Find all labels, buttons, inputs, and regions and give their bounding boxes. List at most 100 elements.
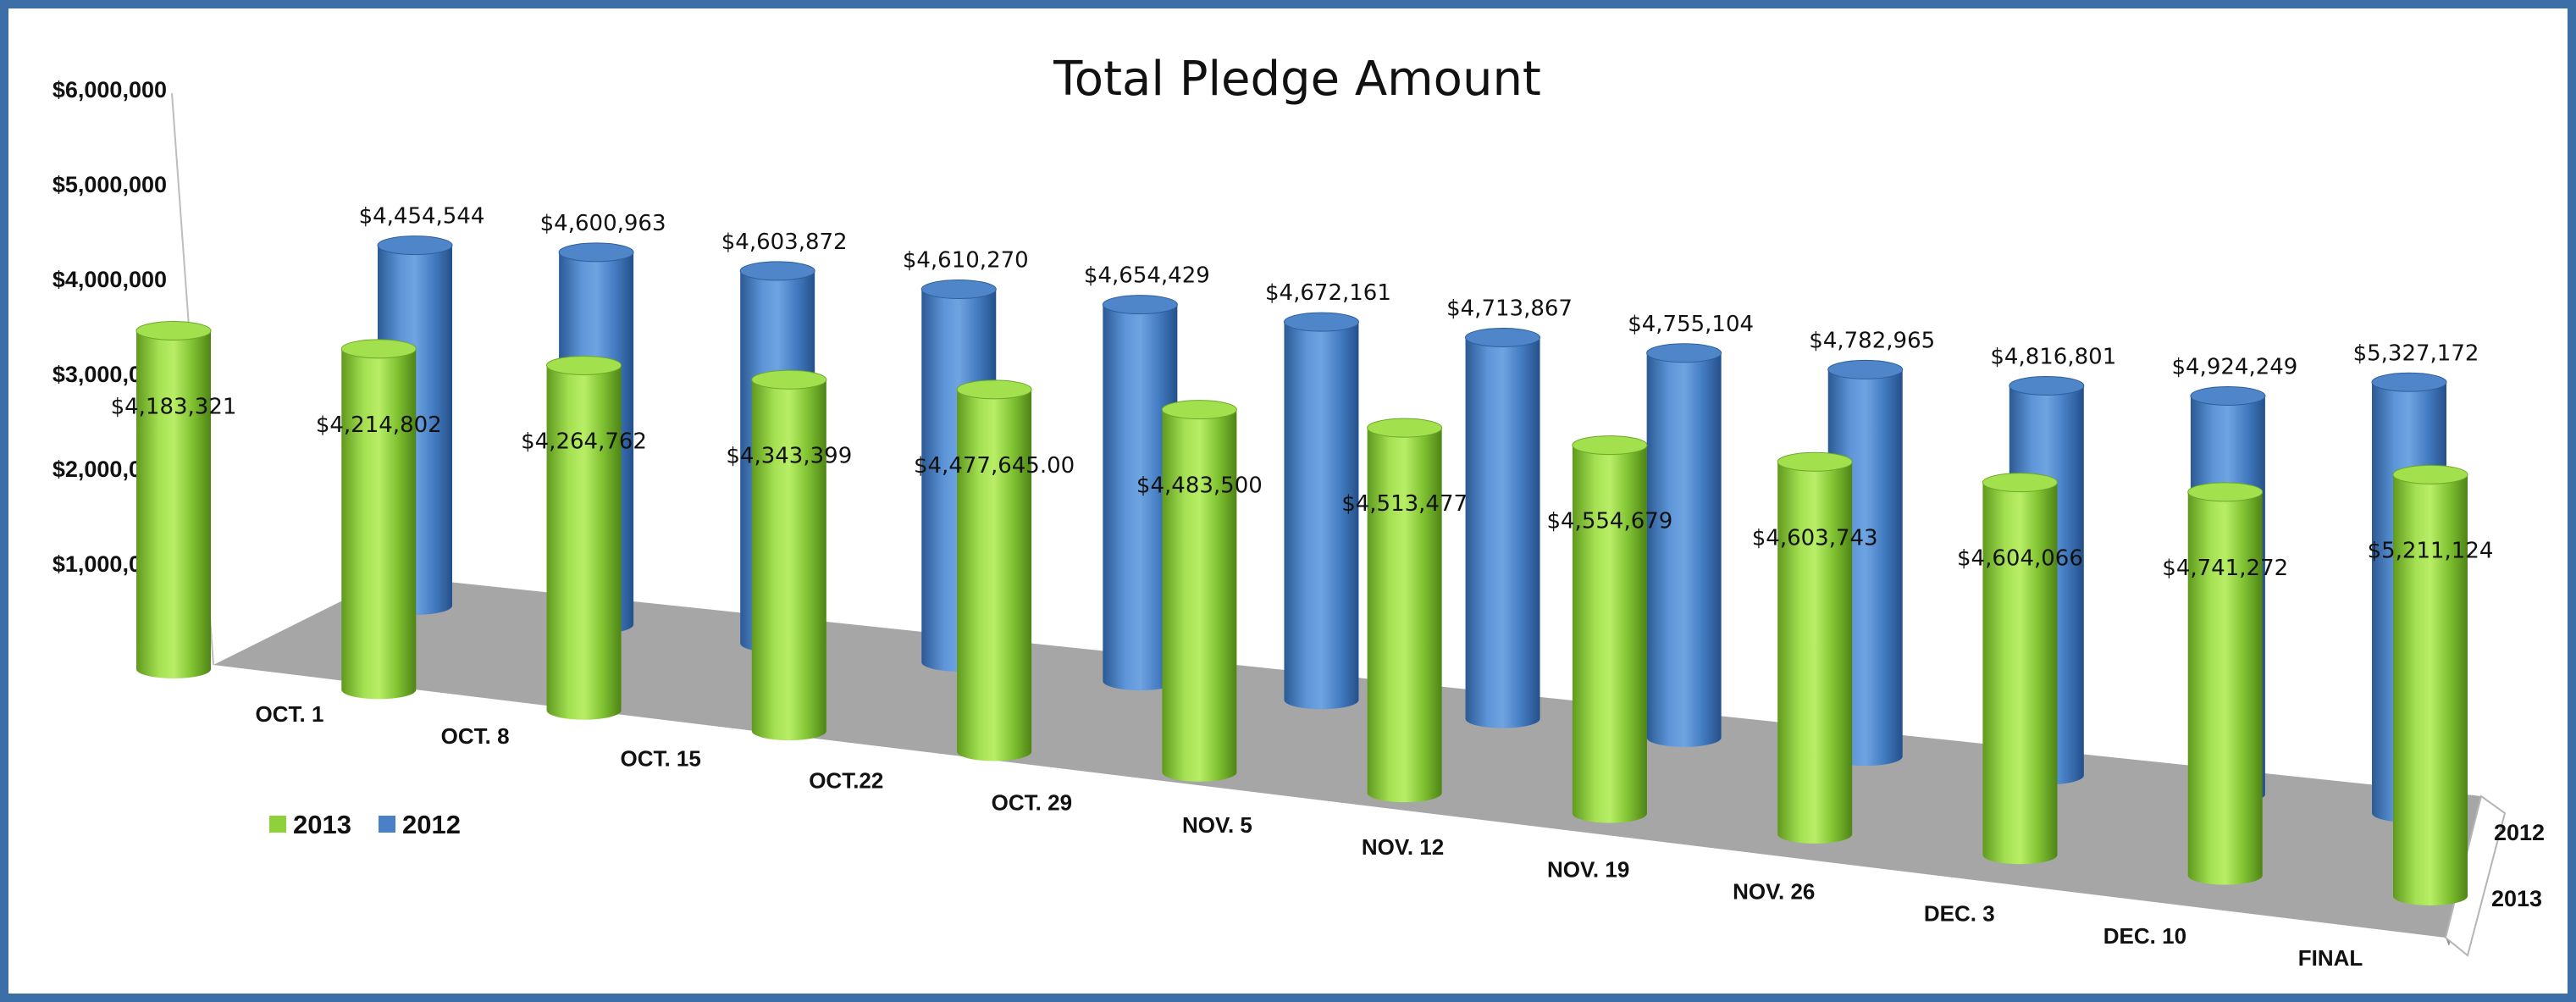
data-label-2012: $5,327,172 [2353, 340, 2479, 366]
bar-top [1161, 400, 1237, 420]
bar-2012 [1465, 327, 1541, 728]
bar-body [1465, 337, 1540, 728]
depth-axis-label: 2012 [2494, 820, 2545, 845]
data-label-2012: $4,755,104 [1628, 312, 1754, 337]
bar-body [1367, 428, 1442, 803]
bar-body [751, 379, 826, 741]
bar-2013 [2187, 482, 2264, 885]
bar-top [1572, 435, 1648, 456]
data-label-2012: $4,713,867 [1446, 296, 1573, 321]
bar-2012 [1102, 295, 1178, 691]
bar-top [739, 261, 815, 281]
bar-2013 [340, 339, 417, 700]
bar-top [377, 235, 453, 256]
legend-label-2013: 2013 [293, 810, 351, 839]
bar-body [341, 348, 417, 700]
legend-swatch-2013 [269, 816, 286, 833]
data-label-2012: $4,672,161 [1265, 280, 1391, 306]
bar-top [956, 379, 1032, 400]
depth-axis-label: 2013 [2491, 886, 2542, 911]
bar-body [136, 330, 211, 678]
x-tick-label: OCT. 8 [441, 723, 510, 749]
data-label-2013: $5,211,124 [2368, 538, 2494, 563]
bar-top [558, 242, 634, 263]
data-label-2013: $4,214,802 [316, 412, 442, 438]
bar-2012 [1283, 312, 1359, 710]
bar-body [1646, 352, 1722, 747]
data-label-2013: $4,183,321 [111, 394, 237, 419]
bar-body [1982, 482, 2058, 865]
x-tick-label: NOV. 19 [1547, 856, 1629, 882]
bar-top [1465, 327, 1541, 347]
data-label-2013: $4,513,477 [1341, 491, 1468, 517]
data-label-2013: $4,741,272 [2162, 556, 2288, 581]
bar-top [1367, 418, 1443, 438]
data-label-2012: $4,603,872 [721, 230, 848, 255]
bar-top [1827, 359, 1904, 379]
data-label-2012: $4,654,429 [1084, 263, 1210, 289]
bar-2012 [1646, 343, 1722, 747]
bar-2013 [2392, 464, 2468, 905]
bar-body [1162, 409, 1237, 782]
bar-top [1646, 343, 1722, 363]
bar-body [957, 389, 1032, 761]
x-tick-label: OCT. 15 [620, 745, 700, 771]
bar-top [1102, 295, 1178, 315]
bar-top [2009, 375, 2085, 396]
data-label-2013: $4,264,762 [521, 429, 647, 454]
bar-top [2392, 464, 2468, 484]
legend-label-2012: 2012 [402, 810, 461, 839]
bar-body [1284, 322, 1359, 710]
data-label-2013: $4,343,399 [726, 443, 852, 468]
x-tick-label: OCT.22 [809, 768, 883, 794]
bar-2013 [1572, 435, 1648, 823]
data-label-2012: $4,610,270 [903, 248, 1029, 274]
bar-top [2190, 385, 2266, 406]
x-tick-label: NOV. 12 [1362, 834, 1444, 860]
x-tick-label: DEC. 10 [2103, 923, 2186, 949]
bar-top [1982, 473, 2058, 493]
x-tick-label: OCT. 29 [992, 790, 1072, 816]
bar-2013 [1982, 473, 2058, 865]
legend-swatch-2012 [379, 816, 395, 833]
bar-body [1777, 462, 1853, 844]
bar-top [2371, 372, 2447, 392]
x-tick-label: NOV. 26 [1733, 878, 1815, 904]
bar-2013 [1367, 418, 1443, 803]
bar-top [751, 369, 827, 390]
x-tick-label: NOV. 5 [1182, 812, 1252, 838]
bar-body [1572, 445, 1647, 823]
bar-2013 [1777, 451, 1853, 844]
bar-body [2187, 491, 2263, 885]
data-label-2013: $4,477,645.00 [914, 453, 1075, 479]
data-label-2013: $4,554,679 [1546, 509, 1672, 534]
chart-title: Total Pledge Amount [1053, 52, 1541, 107]
data-label-2012: $4,816,801 [1990, 344, 2116, 369]
bar-body [1103, 304, 1178, 691]
x-tick-label: FINAL [2298, 945, 2363, 971]
data-label-2012: $4,924,249 [2171, 354, 2297, 379]
bar-2013 [751, 369, 827, 741]
legend: 2013 2012 [269, 810, 461, 839]
x-tick-label: DEC. 3 [1924, 901, 1995, 927]
bar-2013 [956, 379, 1032, 761]
bar-top [340, 339, 417, 359]
bar-top [1283, 312, 1359, 332]
data-label-2013: $4,483,500 [1136, 473, 1263, 499]
data-label-2013: $4,603,743 [1752, 525, 1878, 551]
x-tick-label: OCT. 1 [256, 701, 324, 727]
y-tick-label: $5,000,000 [53, 172, 167, 197]
data-label-2012: $4,454,544 [359, 204, 485, 230]
data-label-2013: $4,604,066 [1957, 546, 2083, 572]
bar-top [1777, 451, 1853, 472]
bar-2013 [546, 355, 622, 720]
y-tick-label: $6,000,000 [53, 77, 167, 102]
bar-top [135, 320, 212, 340]
bar-body [546, 365, 622, 720]
bar-top [920, 280, 997, 300]
bar-top [2187, 482, 2264, 502]
data-label-2012: $4,600,963 [540, 211, 666, 236]
bar-body [2393, 474, 2468, 905]
bar-top [546, 355, 622, 375]
